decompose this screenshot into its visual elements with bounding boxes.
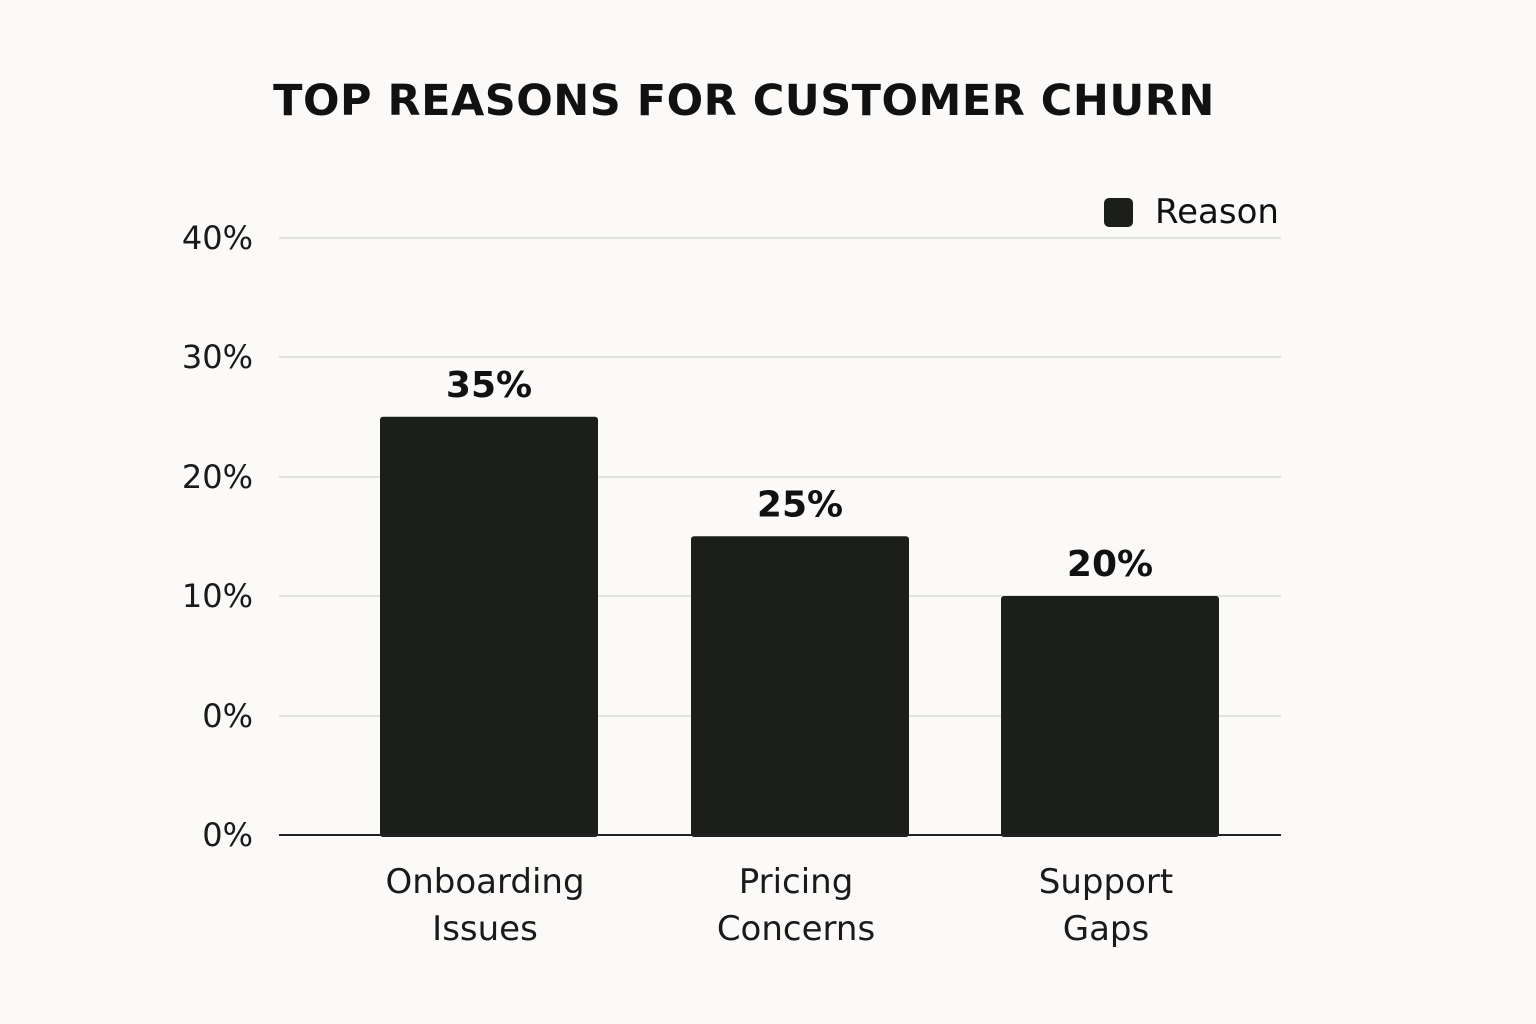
- category-label-line: Concerns: [717, 909, 875, 949]
- data-labels: 35% 25% 20%: [446, 365, 1153, 585]
- chart-title: TOP REASONS FOR CUSTOMER CHURN: [273, 76, 1215, 126]
- y-tick-label: 10%: [182, 577, 253, 615]
- category-label-line: Gaps: [1063, 909, 1149, 949]
- data-label: 25%: [757, 484, 843, 525]
- category-label-line: Support: [1039, 862, 1173, 902]
- bar: [380, 416, 598, 837]
- data-label: 35%: [446, 365, 532, 406]
- legend: Reason: [1104, 190, 1279, 234]
- y-tick-label: 30%: [182, 338, 253, 376]
- legend-swatch: [1104, 197, 1133, 227]
- bars: [380, 416, 1219, 837]
- y-tick-label: 20%: [182, 458, 253, 496]
- category-label: Onboarding Issues: [385, 862, 584, 949]
- data-label: 20%: [1067, 544, 1153, 585]
- y-tick-label: 0%: [202, 697, 253, 735]
- x-axis-categories: Onboarding Issues Pricing Concerns Support Ga…: [385, 862, 1173, 949]
- category-label-line: Onboarding: [385, 862, 584, 902]
- category-label: Pricing Concerns: [717, 862, 875, 949]
- category-label-line: Pricing: [739, 862, 854, 902]
- legend-label: Reason: [1155, 192, 1279, 232]
- y-tick-label: 0%: [202, 816, 253, 854]
- category-label: Support Gaps: [1039, 862, 1173, 949]
- bar: [1001, 596, 1219, 837]
- bar: [691, 536, 909, 837]
- y-axis-ticks: 0% 0% 10% 20% 30% 40%: [182, 219, 253, 854]
- category-label-line: Issues: [432, 909, 538, 949]
- y-tick-label: 40%: [182, 219, 253, 257]
